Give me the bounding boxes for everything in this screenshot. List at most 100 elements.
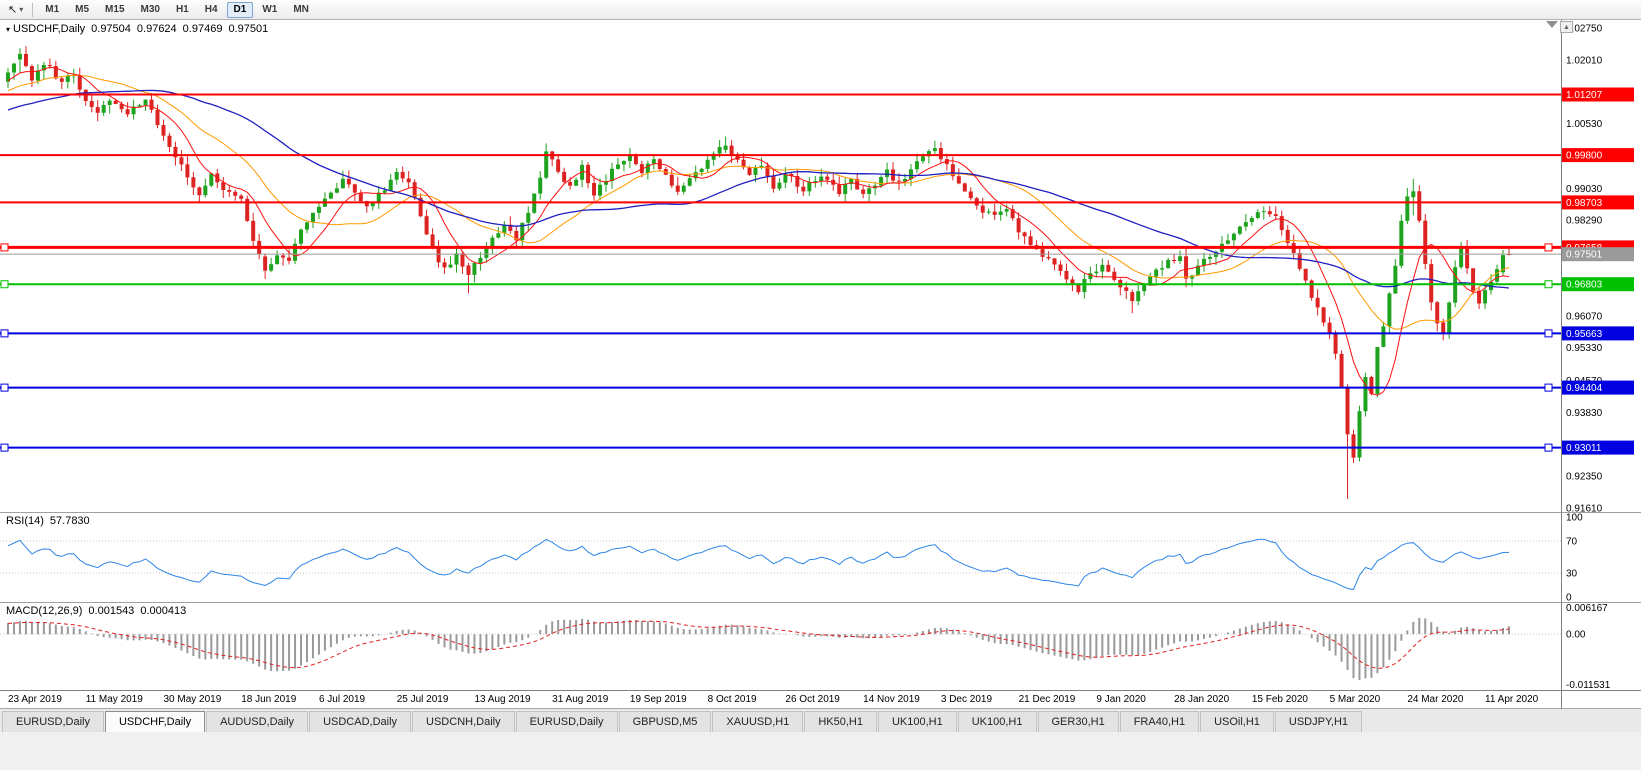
line-handle[interactable] <box>0 280 9 289</box>
chart-tab-uk100-h1[interactable]: UK100,H1 <box>957 711 1037 732</box>
date-label: 21 Dec 2019 <box>1018 694 1076 705</box>
line-handle[interactable] <box>1544 280 1553 289</box>
price-badge <box>1562 440 1634 455</box>
price-tick-label: 1.02010 <box>1566 55 1603 66</box>
ma-blue-line <box>7 89 1510 289</box>
date-label: 28 Jan 2020 <box>1174 694 1230 705</box>
line-handle[interactable] <box>0 383 9 392</box>
rsi-tick-label: 70 <box>1566 537 1578 548</box>
symbol-dropdown-icon[interactable]: ▾ <box>6 25 11 34</box>
chart-tab-eurusd-daily[interactable]: EURUSD,Daily <box>2 711 104 732</box>
price-tick-label: 0.98290 <box>1566 216 1603 227</box>
axis-column-separator <box>1561 691 1562 709</box>
chart-tab-uk100-h1[interactable]: UK100,H1 <box>877 711 957 732</box>
timeframe-buttons: M1 M5 M15 M30 H1 H4 D1 W1 MN <box>38 1 316 18</box>
timeframe-button-d1[interactable]: D1 <box>226 1 254 18</box>
price-badge-label: 0.99800 <box>1566 151 1603 162</box>
chart-window: 1.02750 1.02010 1.00530 0.99030 0.98290 0.960… <box>0 20 1641 770</box>
date-axis[interactable]: 23 Apr 2019 11 May 2019 30 May 2019 18 Jun … <box>0 690 1641 709</box>
price-badge <box>1562 277 1634 292</box>
chart-tab-hk50-h1[interactable]: HK50,H1 <box>804 711 877 732</box>
line-handle[interactable] <box>0 329 9 338</box>
open-value: 0.97504 <box>91 23 131 35</box>
date-label: 18 Jun 2019 <box>241 694 297 705</box>
date-label: 11 May 2019 <box>85 694 143 705</box>
price-badge-label: 0.96803 <box>1566 280 1603 291</box>
rsi-panel: 100 70 30 0 RSI(14) 57.7830 <box>0 512 1641 602</box>
chart-tab-usdchf-daily[interactable]: USDCHF,Daily <box>104 711 206 732</box>
toolbar-separator <box>32 2 34 17</box>
macd-signal-value: 0.000413 <box>140 605 187 617</box>
chart-tab-eurusd-daily[interactable]: EURUSD,Daily <box>515 711 618 732</box>
date-label: 31 Aug 2019 <box>552 694 609 705</box>
macd-header: MACD(12,26,9) 0.001543 0.000413 <box>6 605 186 617</box>
price-badge <box>1562 87 1634 102</box>
date-label: 5 Mar 2020 <box>1329 694 1381 705</box>
price-tick-label: 1.02750 <box>1566 24 1603 35</box>
chart-tab-audusd-daily[interactable]: AUDUSD,Daily <box>206 711 309 732</box>
timeframe-button-m30[interactable]: M30 <box>140 3 160 15</box>
price-tick-label: 0.91610 <box>1566 504 1603 513</box>
price-badge-label: 0.97501 <box>1566 250 1603 261</box>
rsi-tick-label: 0 <box>1566 593 1572 603</box>
price-tick-label: 0.96070 <box>1566 311 1603 322</box>
main-chart-panel: 1.02750 1.02010 1.00530 0.99030 0.98290 0.960… <box>0 20 1641 512</box>
symbol-period-label: USDCHF,Daily <box>13 23 86 35</box>
line-handle[interactable] <box>1544 243 1553 252</box>
timeframe-toolbar: ↖ ▾ M1 M5 M15 M30 H1 H4 D1 W1 MN <box>0 0 1641 20</box>
cursor-tool-button[interactable]: ↖ ▾ <box>4 2 27 17</box>
low-value: 0.97469 <box>182 23 223 35</box>
line-handle[interactable] <box>1544 443 1553 452</box>
chart-shift-marker <box>1546 21 1558 28</box>
line-handle[interactable] <box>1544 329 1553 338</box>
macd-histogram <box>7 617 1510 681</box>
date-label: 14 Nov 2019 <box>863 694 920 705</box>
rsi-canvas[interactable]: 100 70 30 0 <box>0 512 1641 602</box>
scroll-up-button[interactable]: ▲ <box>1560 21 1573 33</box>
timeframe-button-h1[interactable]: H1 <box>175 3 189 15</box>
price-tick-label: 0.93830 <box>1566 408 1603 419</box>
chart-tab-ger30-h1[interactable]: GER30,H1 <box>1037 711 1119 732</box>
date-label: 8 Oct 2019 <box>707 694 757 705</box>
chart-tab-usdjpy-h1[interactable]: USDJPY,H1 <box>1274 711 1363 732</box>
chart-tab-gbpusd-m5[interactable]: GBPUSD,M5 <box>618 711 712 732</box>
macd-tick-top: 0.006167 <box>1566 603 1608 614</box>
chart-tab-fra40-h1[interactable]: FRA40,H1 <box>1119 711 1200 732</box>
ma-orange-line <box>7 74 1510 330</box>
window-background <box>0 732 1641 770</box>
rsi-label: RSI(14) <box>6 515 44 527</box>
chart-tab-xauusd-h1[interactable]: XAUUSD,H1 <box>712 711 804 732</box>
chart-tab-bar: EURUSD,Daily USDCHF,Daily AUDUSD,Daily USDC… <box>0 708 1641 732</box>
date-label: 6 Jul 2019 <box>318 694 366 705</box>
price-badge-label: 0.94404 <box>1566 383 1603 394</box>
timeframe-button-w1[interactable]: W1 <box>262 3 278 15</box>
macd-canvas[interactable]: 0.006167 0.00 -0.011531 <box>0 602 1641 690</box>
price-badge-label: 0.95663 <box>1566 329 1603 340</box>
date-label: 24 Mar 2020 <box>1407 694 1464 705</box>
rsi-tick-label: 100 <box>1566 513 1583 524</box>
macd-main-value: 0.001543 <box>88 605 135 617</box>
chart-tab-usdcnh-daily[interactable]: USDCNH,Daily <box>412 711 515 732</box>
line-handle[interactable] <box>0 443 9 452</box>
price-badge <box>1562 195 1634 210</box>
rsi-line <box>7 538 1509 590</box>
timeframe-button-h4[interactable]: H4 <box>204 3 218 15</box>
timeframe-button-m1[interactable]: M1 <box>45 3 60 15</box>
line-handle[interactable] <box>0 243 9 252</box>
line-handle[interactable] <box>1544 383 1553 392</box>
macd-label: MACD(12,26,9) <box>6 605 83 617</box>
date-label: 30 May 2019 <box>163 694 222 705</box>
price-badge <box>1562 380 1634 395</box>
chart-tab-usoil-h1[interactable]: USOil,H1 <box>1200 711 1274 732</box>
price-badge-label: 0.93011 <box>1566 443 1602 454</box>
timeframe-button-m5[interactable]: M5 <box>75 3 90 15</box>
ma-red-line <box>7 66 1510 396</box>
main-chart-canvas[interactable]: 1.02750 1.02010 1.00530 0.99030 0.98290 0.960… <box>0 20 1641 512</box>
timeframe-button-mn[interactable]: MN <box>293 3 309 15</box>
timeframe-button-m15[interactable]: M15 <box>105 3 125 15</box>
chart-tab-usdcad-daily[interactable]: USDCAD,Daily <box>309 711 412 732</box>
macd-tick-zero: 0.00 <box>1566 630 1586 641</box>
date-label: 11 Apr 2020 <box>1485 694 1539 705</box>
price-badge-label: 1.01207 <box>1566 90 1603 101</box>
support-resistance-lines <box>0 93 1561 452</box>
